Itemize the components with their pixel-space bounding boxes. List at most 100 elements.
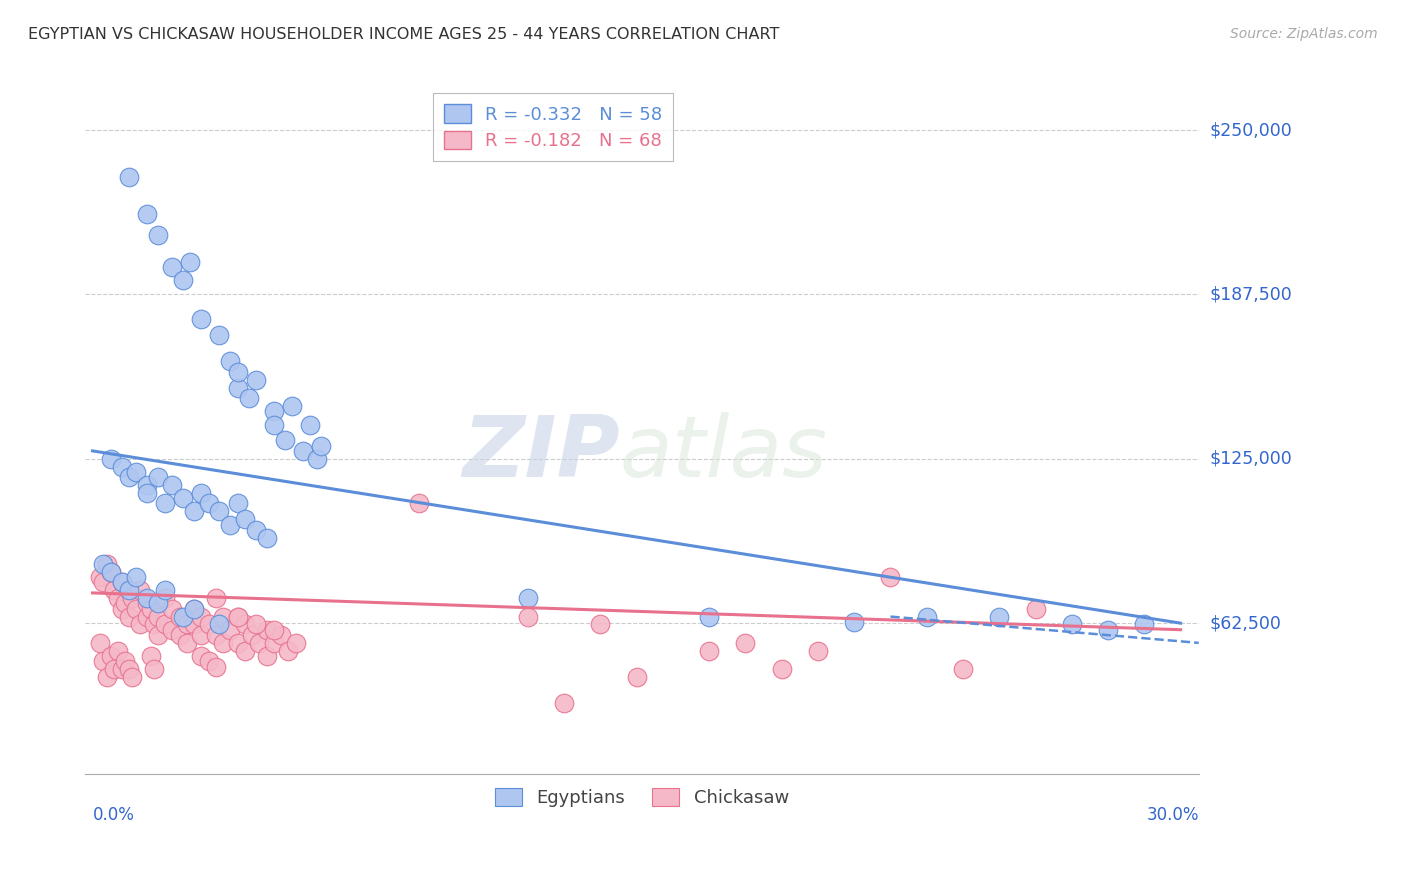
Point: [136, 486, 159, 500]
Point: [270, 628, 292, 642]
Point: [263, 417, 285, 432]
Point: [146, 596, 169, 610]
Point: [143, 662, 166, 676]
Point: [146, 628, 169, 642]
Point: [162, 623, 184, 637]
Point: [136, 591, 159, 606]
Point: [103, 662, 125, 676]
Point: [118, 470, 141, 484]
Point: [162, 601, 184, 615]
Point: [107, 644, 129, 658]
Point: [245, 617, 267, 632]
Point: [100, 451, 122, 466]
Point: [299, 417, 322, 432]
Point: [226, 496, 249, 510]
Point: [139, 601, 162, 615]
Point: [274, 434, 297, 448]
Text: 30.0%: 30.0%: [1146, 806, 1199, 824]
Point: [697, 609, 720, 624]
Text: EGYPTIAN VS CHICKASAW HOUSEHOLDER INCOME AGES 25 - 44 YEARS CORRELATION CHART: EGYPTIAN VS CHICKASAW HOUSEHOLDER INCOME…: [28, 27, 779, 42]
Point: [226, 365, 249, 379]
Point: [183, 504, 205, 518]
Point: [110, 575, 132, 590]
Point: [153, 591, 176, 606]
Point: [153, 583, 176, 598]
Point: [118, 609, 141, 624]
Point: [172, 609, 194, 624]
Point: [247, 636, 270, 650]
Point: [844, 615, 866, 629]
Point: [125, 465, 148, 479]
Point: [153, 617, 176, 632]
Point: [197, 496, 219, 510]
Point: [162, 260, 184, 274]
Point: [190, 628, 212, 642]
Point: [212, 609, 235, 624]
Point: [136, 596, 159, 610]
Point: [553, 697, 575, 711]
Point: [256, 623, 278, 637]
Point: [1133, 617, 1156, 632]
Point: [697, 644, 720, 658]
Point: [89, 636, 111, 650]
Point: [190, 312, 212, 326]
Point: [128, 583, 150, 598]
Point: [183, 617, 205, 632]
Point: [146, 228, 169, 243]
Point: [93, 557, 115, 571]
Point: [183, 601, 205, 615]
Point: [118, 170, 141, 185]
Point: [1060, 617, 1083, 632]
Point: [277, 644, 299, 658]
Point: [219, 354, 242, 368]
Point: [205, 628, 228, 642]
Point: [118, 662, 141, 676]
Point: [589, 617, 612, 632]
Point: [114, 596, 136, 610]
Point: [233, 617, 256, 632]
Text: $187,500: $187,500: [1209, 285, 1292, 303]
Point: [169, 628, 191, 642]
Point: [245, 373, 267, 387]
Point: [118, 583, 141, 598]
Point: [291, 443, 314, 458]
Point: [146, 470, 169, 484]
Text: ZIP: ZIP: [463, 412, 620, 495]
Point: [110, 601, 132, 615]
Point: [190, 648, 212, 663]
Point: [121, 670, 143, 684]
Point: [263, 636, 285, 650]
Point: [146, 609, 169, 624]
Point: [136, 207, 159, 221]
Point: [190, 609, 212, 624]
Point: [219, 517, 242, 532]
Point: [263, 404, 285, 418]
Text: Source: ZipAtlas.com: Source: ZipAtlas.com: [1230, 27, 1378, 41]
Point: [1097, 623, 1119, 637]
Point: [197, 654, 219, 668]
Point: [128, 617, 150, 632]
Point: [309, 439, 332, 453]
Point: [516, 609, 538, 624]
Point: [284, 636, 307, 650]
Point: [219, 623, 242, 637]
Point: [1024, 601, 1046, 615]
Point: [162, 478, 184, 492]
Point: [172, 491, 194, 506]
Point: [208, 617, 231, 632]
Point: [240, 628, 263, 642]
Point: [89, 570, 111, 584]
Point: [93, 575, 115, 590]
Point: [176, 617, 198, 632]
Point: [153, 496, 176, 510]
Point: [93, 654, 115, 668]
Point: [136, 609, 159, 624]
Point: [734, 636, 756, 650]
Point: [205, 591, 228, 606]
Point: [179, 254, 201, 268]
Point: [136, 478, 159, 492]
Point: [226, 636, 249, 650]
Point: [245, 523, 267, 537]
Text: $125,000: $125,000: [1209, 450, 1292, 467]
Point: [96, 670, 118, 684]
